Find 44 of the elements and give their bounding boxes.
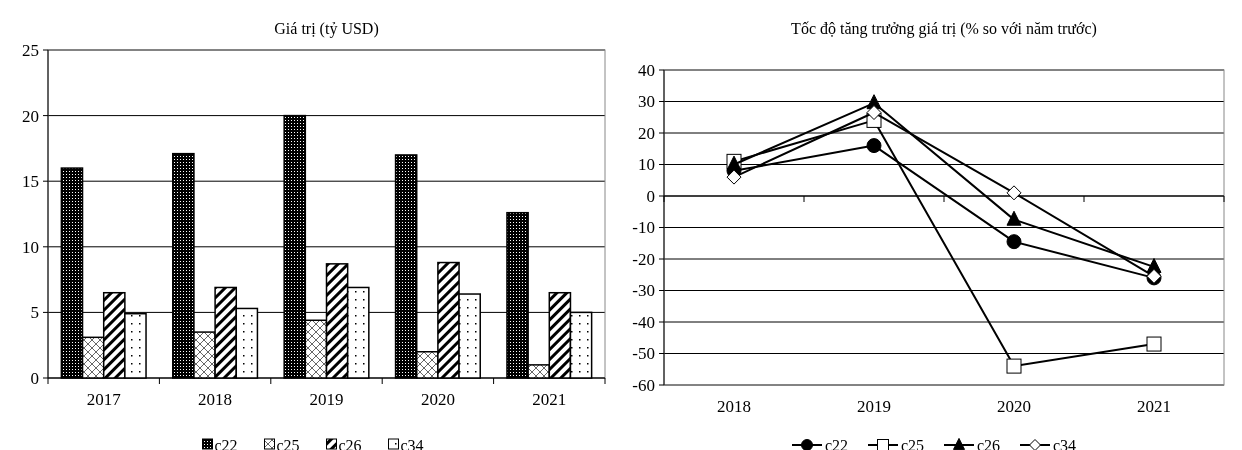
legend-label: c25 [276,436,300,450]
y-tick-label: -60 [632,375,655,395]
legend-label: c26 [338,436,362,450]
x-tick-label: 2019 [309,390,344,409]
y-tick-label: 15 [22,172,39,192]
y-tick-label: 25 [22,40,39,60]
point [1006,234,1022,250]
point [866,138,882,154]
point [1006,210,1022,226]
x-tick-label: 2021 [1137,397,1171,416]
y-tick-label: 20 [638,123,655,143]
legend-label: c34 [400,436,424,450]
point [1006,185,1022,201]
legend-label: c34 [1053,436,1077,450]
chart-title: Tốc độ tăng trưởng giá trị (% so với năm trước) [791,20,1097,38]
y-tick-label: -10 [632,218,655,238]
legend-label: c26 [977,436,1001,450]
x-tick-label: 2018 [717,397,751,416]
y-tick-label: 0 [646,186,655,206]
y-tick-label: 10 [22,237,39,257]
y-tick-label: 0 [30,368,39,388]
point [1146,336,1162,352]
x-tick-label: 2018 [198,390,233,409]
point [1006,358,1022,374]
y-tick-label: 5 [30,303,39,323]
y-tick-label: 40 [638,60,655,80]
x-tick-label: 2017 [86,390,122,409]
y-tick-label: -50 [632,344,655,364]
y-tick-label: 30 [638,92,655,112]
legend-label: c22 [825,436,849,450]
y-tick-label: 10 [638,155,655,175]
y-tick-label: -40 [632,312,655,332]
point [866,105,882,121]
chart-title: Giá trị (tỷ USD) [274,20,379,38]
x-tick-label: 2020 [997,397,1031,416]
x-tick-label: 2021 [532,390,567,409]
y-tick-label: -20 [632,249,655,269]
legend-label: c25 [901,436,925,450]
legend-label: c22 [214,436,238,450]
x-tick-label: 2019 [857,397,891,416]
x-tick-label: 2020 [420,390,455,409]
y-tick-label: 20 [22,106,39,126]
point [726,169,742,185]
y-tick-label: -30 [632,281,655,301]
